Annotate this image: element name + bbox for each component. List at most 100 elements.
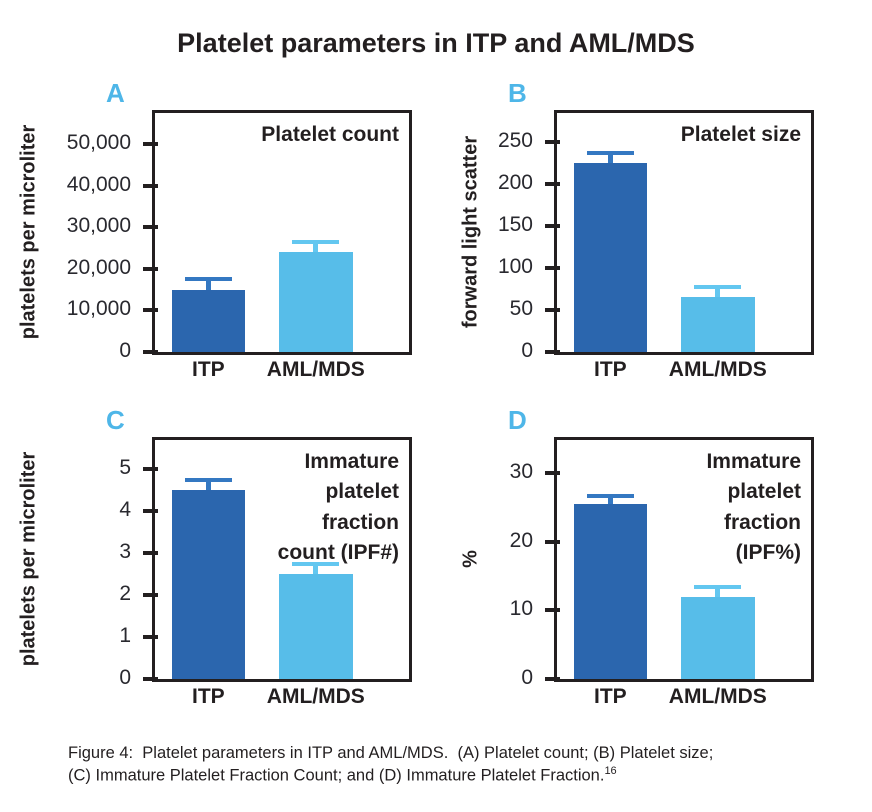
error-bar-stem	[205, 479, 211, 498]
plot-box: 0 50 100 150 200 250 Platelet size ITP AML/MDS	[498, 110, 814, 381]
error-bar-cap	[694, 284, 742, 289]
x-axis-labels: ITP AML/MDS	[155, 352, 409, 384]
bars	[155, 113, 409, 352]
x-category-label: ITP	[192, 358, 225, 381]
error-bar-cap	[292, 239, 340, 244]
bar-group-itp	[573, 440, 648, 679]
caption-line2: (C) Immature Platelet Fraction Count; an…	[68, 766, 605, 785]
y-tick-mark	[143, 183, 158, 188]
error-bar-cap	[694, 584, 742, 589]
bar	[278, 574, 353, 679]
error-bar-cap	[184, 277, 232, 282]
error-bar-stem	[607, 153, 613, 171]
y-tick-label: 30,000	[66, 214, 131, 238]
y-tick-label: 5	[119, 456, 131, 480]
y-tick-label: 3	[119, 540, 131, 564]
y-tick-mark	[143, 467, 158, 472]
y-tick-label: 10	[509, 597, 533, 621]
error-bar-stem	[715, 586, 721, 604]
y-tick-mark	[545, 677, 560, 681]
y-tick-mark	[545, 539, 560, 544]
x-axis-labels: ITP AML/MDS	[155, 679, 409, 711]
y-tick-mark	[143, 308, 158, 313]
error-bar-stem	[313, 563, 319, 582]
y-axis-ticks: 0 50 100 150 200 250	[407, 113, 560, 362]
y-tick-mark	[143, 225, 158, 230]
y-tick-mark	[545, 224, 560, 229]
y-tick-label: 30	[509, 459, 533, 483]
error-bar-cap	[586, 151, 634, 156]
y-tick-mark	[545, 350, 560, 354]
bars	[557, 440, 811, 679]
x-category-label: ITP	[594, 685, 627, 708]
bar	[171, 490, 246, 679]
y-tick-label: 1	[119, 624, 131, 648]
bar	[278, 252, 353, 352]
bar-group-aml-mds	[278, 113, 353, 352]
y-tick-mark	[143, 593, 158, 598]
y-tick-label: 50	[509, 297, 533, 321]
y-tick-label: 4	[119, 498, 131, 522]
y-tick-mark	[143, 142, 158, 147]
bar-group-aml-mds	[680, 113, 755, 352]
y-tick-label: 20	[509, 528, 533, 552]
bar-group-aml-mds	[680, 440, 755, 679]
y-tick-mark	[545, 182, 560, 187]
x-category-label: AML/MDS	[266, 358, 365, 381]
error-bar-stem	[607, 495, 613, 512]
caption-line1: Figure 4: Platelet parameters in ITP and…	[68, 744, 714, 762]
x-category-label: AML/MDS	[668, 685, 767, 708]
bar-group-itp	[171, 440, 246, 679]
bar-group-itp	[573, 113, 648, 352]
y-tick-label: 250	[497, 129, 533, 153]
x-axis-labels: ITP AML/MDS	[557, 679, 811, 711]
y-tick-label: 0	[521, 339, 533, 362]
y-tick-mark	[545, 266, 560, 271]
bar	[680, 296, 755, 352]
y-tick-mark	[143, 509, 158, 514]
y-tick-label: 200	[497, 171, 533, 195]
x-category-label: AML/MDS	[668, 358, 767, 381]
figure-title: Platelet parameters in ITP and AML/MDS	[177, 28, 695, 58]
y-axis-ticks: 0 1 2 3 4 5	[5, 440, 158, 689]
bar	[680, 596, 755, 679]
y-tick-mark	[143, 266, 158, 271]
panel-letter-a: A	[106, 78, 125, 108]
bar-group-aml-mds	[278, 440, 353, 679]
bar	[573, 163, 648, 352]
y-tick-mark	[545, 608, 560, 613]
y-tick-mark	[143, 350, 158, 354]
y-tick-label: 40,000	[66, 172, 131, 196]
plot-title: Immature platelet fraction (IPF%)	[706, 450, 801, 565]
bars	[155, 440, 409, 679]
panel-d: D % 0 10 20 30 Immature platelet fraction (…	[436, 400, 872, 720]
plot-box: 0 1 2 3 4 5 Immature platelet fraction count …	[119, 437, 412, 708]
y-tick-label: 2	[119, 582, 131, 606]
figure-caption: Figure 4: Platelet parameters in ITP and…	[68, 742, 828, 787]
plot-title: Platelet count	[261, 123, 399, 146]
plot-box: 0 10 20 30 Immature platelet fraction (IPF%…	[510, 437, 814, 708]
y-tick-label: 0	[119, 339, 131, 362]
panel-letter-c: C	[106, 405, 125, 435]
panel-a: A platelets per microliter 0 10,000 20,000…	[0, 78, 436, 400]
x-category-label: AML/MDS	[266, 685, 365, 708]
y-tick-label: 100	[497, 255, 533, 279]
panel-letter-b: B	[508, 78, 527, 108]
bar	[171, 289, 246, 352]
error-bar-cap	[184, 477, 232, 482]
bars	[557, 113, 811, 352]
error-bar-stem	[313, 241, 319, 260]
plot-title: Platelet size	[680, 123, 801, 146]
y-tick-label: 0	[521, 666, 533, 689]
error-bar-cap	[586, 493, 634, 498]
y-tick-label: 10,000	[66, 297, 131, 321]
error-bar-cap	[292, 561, 340, 566]
y-tick-label: 50,000	[66, 131, 131, 155]
bar	[573, 503, 648, 679]
y-tick-mark	[143, 551, 158, 556]
caption-reference: 16	[604, 765, 617, 778]
x-category-label: ITP	[594, 358, 627, 381]
y-tick-mark	[545, 470, 560, 475]
